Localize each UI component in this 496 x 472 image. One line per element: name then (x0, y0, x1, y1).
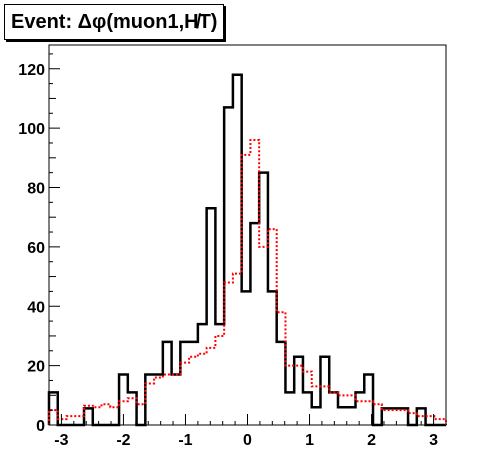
axis-layer: -3 -2 -1 0 1 2 3 0 20 40 60 80 100 120 (18, 53, 447, 449)
x-tick-label: -3 (54, 432, 68, 449)
series-line-1 (47, 73, 446, 427)
series-line-2 (48, 139, 447, 425)
x-tick-label: 1 (305, 432, 314, 449)
y-tick-label: 100 (18, 121, 45, 138)
plot-frame (48, 44, 447, 426)
x-tick-label: 0 (243, 432, 252, 449)
y-tick-label: 120 (18, 62, 45, 79)
title-box: Event: Δφ(muon1,H̸T) (4, 4, 225, 40)
series-layer (47, 73, 447, 427)
x-tick-label: 3 (429, 432, 438, 449)
x-tick-label: -1 (178, 432, 192, 449)
y-tick-label: 20 (27, 359, 45, 376)
x-tick-label: 2 (367, 432, 376, 449)
chart-title: Event: Δφ(muon1,H̸T) (11, 10, 218, 33)
plot-border (48, 44, 447, 426)
y-tick-label: 0 (36, 418, 45, 435)
x-tick-label: -2 (116, 432, 130, 449)
y-tick-label: 40 (27, 299, 45, 316)
y-tick-label: 60 (27, 240, 45, 257)
y-tick-label: 80 (27, 181, 45, 198)
